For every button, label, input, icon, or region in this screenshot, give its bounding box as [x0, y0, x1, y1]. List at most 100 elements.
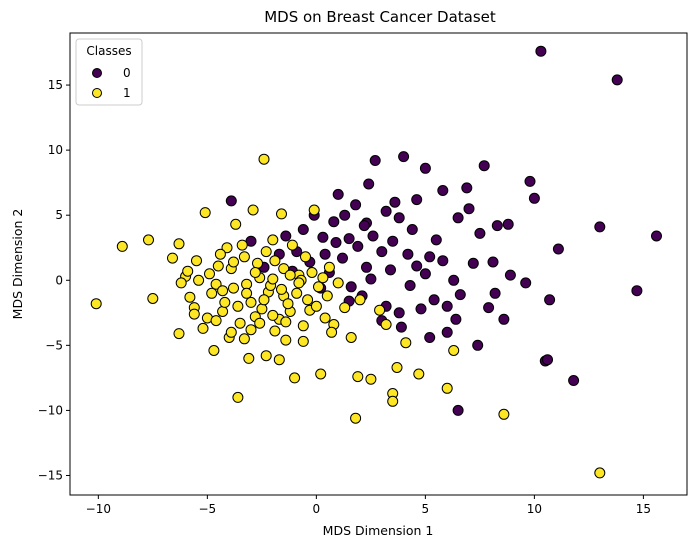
data-point-class-0 [448, 274, 460, 286]
y-axis-ticks: −15 −10 −5 0 5 10 15 [38, 78, 70, 482]
data-point-class-1 [260, 350, 272, 362]
data-point-class-1 [291, 287, 303, 299]
data-point-class-0 [395, 321, 407, 333]
data-point-class-1 [204, 268, 215, 280]
data-point-class-0 [385, 264, 396, 276]
data-point-class-0 [450, 313, 462, 325]
data-point-class-0 [398, 151, 410, 163]
data-point-class-1 [260, 246, 272, 258]
data-point-class-1 [321, 290, 333, 302]
data-point-class-0 [297, 224, 309, 235]
data-point-class-1 [230, 218, 242, 230]
data-point-class-1 [282, 298, 294, 310]
data-point-class-1 [498, 408, 510, 420]
data-point-class-1 [208, 345, 220, 356]
data-point-class-1 [278, 263, 290, 275]
data-point-class-1 [206, 287, 218, 299]
data-point-class-1 [219, 296, 231, 308]
data-point-class-0 [441, 300, 453, 312]
data-point-class-0 [415, 303, 427, 315]
data-point-class-0 [452, 404, 464, 416]
y-tick-label: 15 [48, 78, 63, 92]
legend-label-class-1: 1 [123, 86, 131, 100]
data-point-class-0 [380, 205, 392, 217]
data-point-class-1 [269, 325, 281, 337]
data-point-class-1 [182, 265, 194, 277]
data-point-class-0 [367, 230, 379, 242]
data-point-class-1 [193, 274, 205, 286]
data-point-class-1 [243, 352, 255, 364]
data-point-class-1 [228, 282, 239, 294]
data-point-class-1 [380, 319, 392, 330]
data-point-class-0 [611, 74, 623, 86]
data-point-class-1 [354, 294, 366, 306]
data-point-class-0 [498, 313, 510, 325]
data-point-class-0 [430, 234, 442, 246]
data-point-class-1 [210, 315, 222, 327]
data-point-class-0 [361, 261, 372, 273]
data-point-class-0 [631, 285, 643, 297]
data-point-class-1 [365, 373, 377, 385]
data-point-class-1 [267, 273, 279, 285]
x-tick-label: 0 [313, 502, 321, 516]
legend-marker-class-1 [92, 88, 102, 98]
data-point-class-0 [467, 257, 479, 269]
data-point-class-1 [273, 354, 285, 366]
x-tick-label: 15 [636, 502, 651, 516]
data-point-class-1 [217, 285, 229, 297]
data-point-class-1 [280, 316, 292, 328]
data-point-class-0 [404, 280, 416, 291]
data-point-class-0 [406, 224, 418, 235]
data-point-class-0 [330, 237, 342, 248]
data-point-class-0 [225, 195, 237, 207]
data-point-class-0 [352, 240, 364, 252]
y-tick-label: −10 [38, 403, 63, 417]
data-point-class-1 [350, 412, 362, 424]
data-point-class-1 [254, 317, 266, 329]
data-point-class-1 [249, 267, 261, 278]
data-point-class-1 [191, 255, 202, 267]
data-point-class-1 [143, 234, 154, 246]
x-tick-label: 5 [422, 502, 430, 516]
data-point-class-0 [419, 268, 431, 280]
data-point-class-0 [474, 227, 486, 239]
data-point-class-0 [542, 354, 553, 366]
data-point-class-1 [352, 371, 364, 383]
legend-box [75, 38, 143, 106]
data-point-class-1 [302, 294, 314, 306]
data-point-class-1 [339, 302, 351, 314]
data-point-class-1 [236, 239, 248, 251]
data-point-class-1 [225, 326, 237, 338]
data-point-class-0 [491, 220, 503, 232]
y-tick-label: −5 [45, 338, 63, 352]
data-point-class-0 [478, 160, 490, 172]
data-point-class-1 [245, 296, 257, 308]
data-point-class-1 [306, 267, 318, 278]
data-point-class-0 [524, 175, 536, 187]
x-tick-label: −5 [199, 502, 217, 516]
data-point-class-1 [345, 332, 357, 343]
y-tick-label: 0 [55, 273, 63, 287]
data-point-class-1 [297, 335, 309, 347]
data-point-class-0 [387, 235, 399, 247]
data-point-class-1 [289, 372, 301, 384]
data-point-class-1 [184, 291, 196, 303]
data-point-class-0 [483, 302, 495, 314]
data-point-class-1 [323, 261, 335, 273]
legend-marker-class-0 [92, 68, 102, 78]
data-point-class-0 [544, 294, 556, 306]
data-point-class-0 [365, 273, 377, 285]
data-point-class-0 [454, 289, 466, 301]
data-point-class-0 [358, 220, 370, 232]
data-point-class-1 [116, 240, 128, 252]
data-point-class-1 [258, 294, 270, 306]
data-point-class-1 [232, 391, 244, 403]
data-point-class-1 [594, 467, 606, 479]
data-point-class-1 [326, 326, 338, 338]
data-point-class-1 [276, 208, 287, 220]
data-point-class-1 [319, 312, 331, 324]
data-point-class-1 [258, 153, 270, 165]
data-point-class-1 [315, 368, 327, 380]
x-tick-label: 10 [527, 502, 542, 516]
data-point-class-0 [328, 216, 340, 228]
